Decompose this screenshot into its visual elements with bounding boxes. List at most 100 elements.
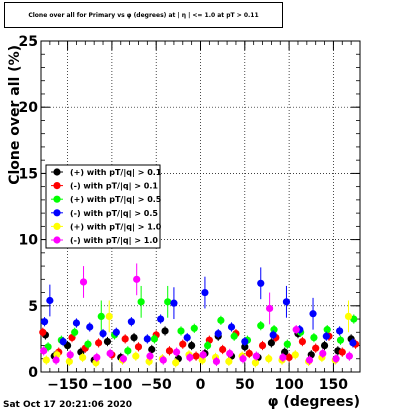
timestamp: Sat Oct 17 20:21:06 2020 [3,400,133,410]
x-tick-label: −150 [47,377,88,393]
data-point [170,299,178,307]
data-point [190,324,198,332]
data-point [112,328,120,336]
data-point [305,356,314,364]
data-point [84,340,92,348]
data-point [283,340,291,348]
data-point [344,312,353,320]
data-point [94,339,103,347]
data-point [161,327,169,335]
data-point [230,332,238,340]
data-point [52,356,60,364]
data-point [39,328,47,336]
x-tick-label: 100 [274,377,303,393]
data-point [134,343,143,351]
legend-entry: (-) with pT/|q| > 0.5 [70,209,158,218]
data-point [198,356,206,364]
data-point [291,351,299,359]
data-point [66,351,74,359]
data-point [148,345,156,354]
data-point [192,352,200,360]
data-point [252,352,260,360]
data-point [132,352,140,360]
legend-marker [53,236,61,244]
data-point [172,359,180,367]
y-tick-label: 5 [28,299,38,315]
data-point [338,348,346,356]
data-point [265,355,273,363]
data-point [266,304,274,313]
data-point [92,359,100,367]
data-point [285,353,293,362]
data-point [310,333,318,342]
data-point [127,318,135,326]
x-tick-label: −100 [91,377,132,393]
data-point [105,312,113,320]
data-point [241,337,249,346]
data-point [86,323,94,331]
data-point [279,353,287,362]
data-point [159,356,167,364]
legend-marker [53,195,61,203]
data-point [212,357,221,366]
chart-title-box: Clone over all for Primary vs φ (degrees… [4,2,283,28]
data-point [53,351,61,359]
data-point [133,275,141,283]
data-point [65,357,73,366]
data-point [227,323,236,331]
data-point [269,331,277,339]
data-point [245,349,253,358]
data-point [79,278,88,286]
legend-entry: (-) with pT/|q| > 0.1 [70,182,158,191]
data-point [103,337,112,346]
data-point [320,341,329,350]
data-point [199,351,207,359]
data-point [258,341,267,350]
data-point [186,353,194,362]
data-point [59,337,67,346]
data-point [319,349,327,358]
data-point [157,315,165,323]
legend-marker [53,209,61,217]
legend-marker [53,222,61,230]
data-point [164,298,172,306]
data-point [267,339,275,347]
data-points [39,263,360,368]
data-point [124,347,132,355]
legend-entry: (-) with pT/|q| > 1.0 [70,236,158,245]
data-point [312,344,320,352]
data-point [137,298,145,306]
data-point [201,288,209,297]
legend-marker [53,182,61,190]
data-point [214,330,222,338]
data-point [349,339,357,347]
data-point [146,352,154,360]
data-point [72,319,81,327]
data-point [309,310,317,318]
legend-entry: (+) with pT/|q| > 1.0 [70,222,162,231]
data-point [298,337,307,346]
x-axis-label: φ (degrees) [268,394,360,410]
data-point [225,357,233,366]
data-point [130,333,138,342]
data-point [241,343,249,351]
data-point [336,327,344,335]
data-point [323,326,331,334]
data-point [145,357,153,366]
data-point [282,298,291,306]
data-point [119,355,128,363]
x-tick-label: 0 [196,377,206,393]
data-point [143,335,151,343]
legend-entry: (+) with pT/|q| > 0.5 [70,195,162,204]
legend: (+) with pT/|q| > 0.1 (-) with pT/|q| > 0… [45,164,162,249]
data-point [121,335,129,343]
data-point [270,326,278,334]
data-point [322,332,330,340]
data-point [203,341,212,350]
data-point [106,349,114,358]
y-axis-label: Clone over all (%) [7,45,23,185]
data-point [217,316,225,324]
x-tick-label: 150 [319,377,348,393]
data-point [183,333,191,342]
data-point [188,341,196,350]
